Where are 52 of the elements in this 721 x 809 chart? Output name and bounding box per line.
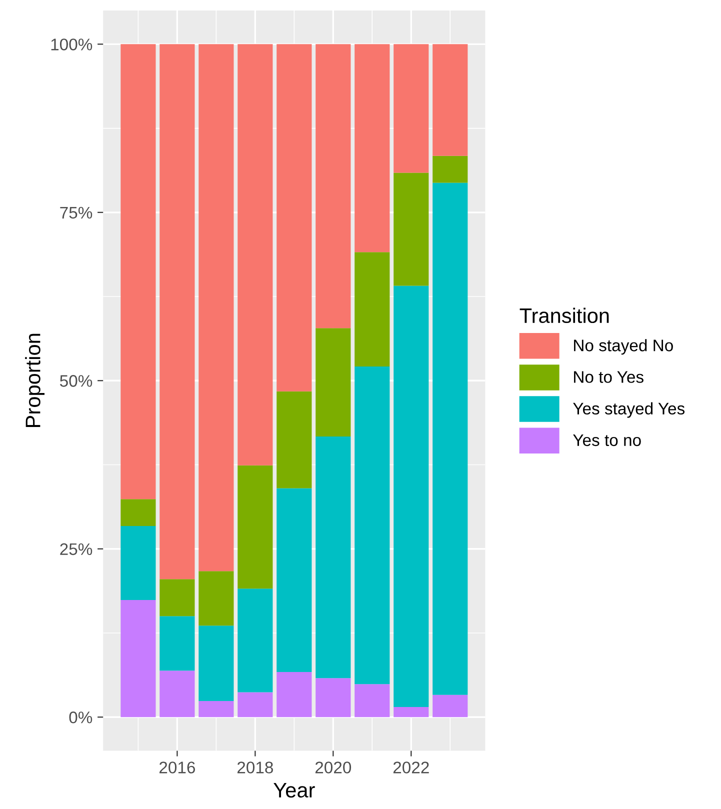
bar xyxy=(432,44,468,156)
bar xyxy=(432,156,468,183)
bar xyxy=(198,44,234,572)
y-tick-label: 25% xyxy=(60,543,92,556)
bar xyxy=(198,700,234,718)
bar xyxy=(238,692,273,718)
bar xyxy=(354,252,390,367)
bar xyxy=(316,44,351,328)
y-axis-title: Proportion xyxy=(25,334,45,427)
bar xyxy=(394,44,429,173)
x-tick-label: 2022 xyxy=(393,762,429,774)
bar xyxy=(160,44,195,580)
y-tick-label: 100% xyxy=(51,38,92,50)
bar xyxy=(238,465,273,589)
bar xyxy=(198,626,234,701)
bar xyxy=(316,328,351,436)
bar xyxy=(238,588,273,692)
legend-label: Yes stayed Yes xyxy=(573,402,685,418)
bar xyxy=(432,182,468,695)
legend-title: Transition xyxy=(520,308,609,324)
bar xyxy=(238,44,273,466)
bar xyxy=(276,488,312,672)
bar xyxy=(276,672,312,718)
bar xyxy=(432,694,468,718)
bar xyxy=(316,436,351,678)
bar xyxy=(160,579,195,616)
bar xyxy=(120,499,156,526)
legend-label: No stayed No xyxy=(574,339,673,355)
bar xyxy=(394,172,429,286)
bar xyxy=(394,707,429,718)
bar xyxy=(354,684,390,718)
bar xyxy=(160,670,195,718)
bar xyxy=(276,44,312,392)
legend-label: Yes to no xyxy=(573,434,641,446)
y-tick-label: 50% xyxy=(60,375,92,387)
y-tick-label: 75% xyxy=(60,206,92,219)
bar xyxy=(198,571,234,626)
bar xyxy=(160,616,195,671)
x-tick-label: 2016 xyxy=(159,762,195,774)
bar xyxy=(120,600,156,718)
bar xyxy=(120,526,156,600)
x-axis-title: Year xyxy=(274,783,315,798)
legend-label: No to Yes xyxy=(574,371,644,383)
bar xyxy=(354,44,390,252)
x-tick-label: 2020 xyxy=(315,762,352,774)
bar xyxy=(316,678,351,718)
bar xyxy=(276,391,312,488)
x-tick-label: 2018 xyxy=(237,762,273,774)
y-tick-label: 0% xyxy=(69,712,92,724)
bar xyxy=(120,44,156,500)
bar xyxy=(394,286,429,708)
bar xyxy=(354,366,390,684)
